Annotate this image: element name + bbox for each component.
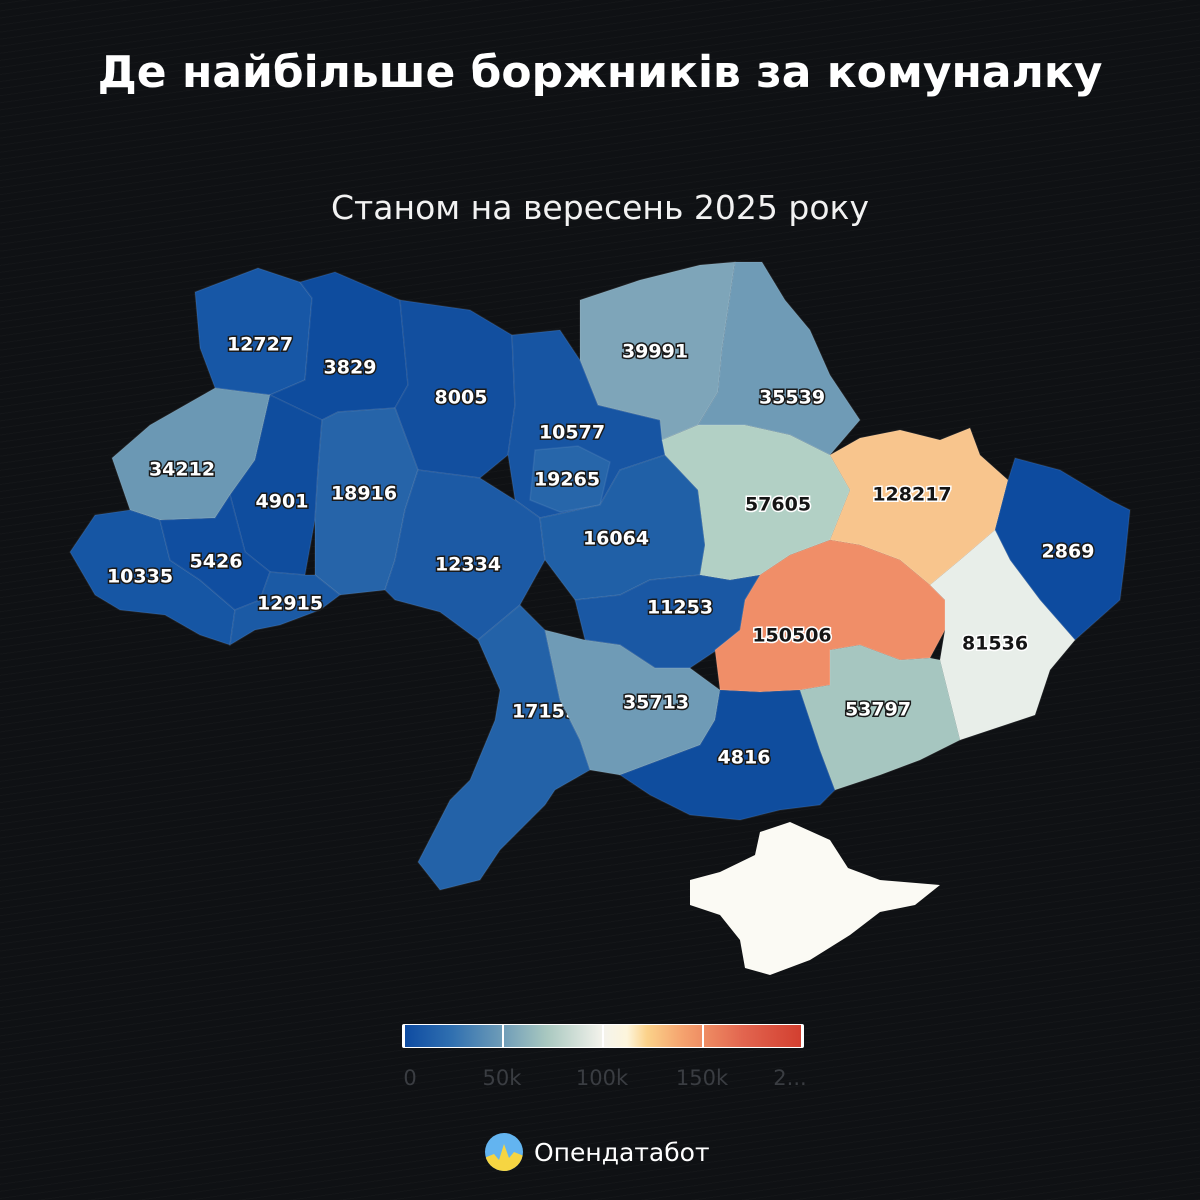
- legend-tick: [403, 1025, 405, 1047]
- region-volynska-label: 12727: [227, 334, 293, 356]
- legend-label: 150k: [675, 1066, 729, 1090]
- region-kirovohradska-label: 11253: [647, 597, 713, 619]
- region-vinnytska-label: 12334: [435, 554, 501, 576]
- page-title: Де найбільше боржників за комуналку: [97, 47, 1103, 98]
- region-volynska[interactable]: [194, 267, 313, 396]
- legend-tick: [502, 1025, 504, 1047]
- region-cherkaska-label: 16064: [583, 528, 649, 550]
- crimea: [690, 822, 940, 975]
- region-mykolaivska-label: 35713: [623, 692, 689, 714]
- brand-logo-icon: [485, 1133, 523, 1171]
- region-chernivetska-label: 12915: [257, 593, 323, 615]
- brand-name: Опендатабот: [534, 1137, 710, 1167]
- region-zaporizka-label: 53797: [845, 699, 911, 721]
- legend-tick: [702, 1025, 704, 1047]
- region-lvivska-label: 34212: [149, 459, 215, 481]
- region-khmelnytska-label: 18916: [331, 483, 397, 505]
- color-legend: 0 50k 100k 150k 2...: [402, 1024, 807, 1096]
- legend-label: 2...: [773, 1066, 807, 1090]
- region-zhytomyrska-label: 8005: [435, 387, 488, 409]
- brand: Опендатабот: [484, 1130, 710, 1174]
- region-zhytomyrska[interactable]: [394, 299, 516, 479]
- region-kyivska-label: 10577: [539, 422, 605, 444]
- region-odeska[interactable]: [417, 603, 591, 891]
- legend-tick: [602, 1025, 604, 1047]
- region-luhanska-label: 2869: [1042, 541, 1095, 563]
- legend-gradient-bar: [402, 1024, 804, 1048]
- region-ternopilska-label: 4901: [256, 491, 309, 513]
- legend-tick: [801, 1025, 803, 1047]
- region-rivnenska-label: 3829: [324, 357, 377, 379]
- region-donetska[interactable]: [928, 528, 1076, 741]
- region-khersonska-label: 4816: [718, 747, 771, 769]
- region-kyiv-city-label: 19265: [534, 469, 600, 491]
- region-poltavska-label: 57605: [745, 494, 811, 516]
- region-chernivetska[interactable]: [229, 571, 342, 647]
- region-zakarpatska-label: 10335: [107, 566, 173, 588]
- region-sumska-label: 35539: [759, 387, 825, 409]
- region-donetska-label: 81536: [962, 633, 1028, 655]
- region-chernihivska-label: 39991: [622, 341, 688, 363]
- region-zaporizka[interactable]: [799, 644, 961, 791]
- page-subtitle: Станом на вересень 2025 року: [331, 188, 869, 227]
- legend-label: 50k: [482, 1066, 522, 1090]
- legend-label: 100k: [575, 1066, 629, 1090]
- region-kharkivska-label: 128217: [872, 484, 951, 506]
- legend-label: 0: [403, 1066, 417, 1090]
- legend-tick-labels: 0 50k 100k 150k 2...: [402, 1066, 822, 1096]
- region-ivano-frankivska-label: 5426: [190, 551, 243, 573]
- region-dnipropetrovska-label: 150506: [752, 625, 831, 647]
